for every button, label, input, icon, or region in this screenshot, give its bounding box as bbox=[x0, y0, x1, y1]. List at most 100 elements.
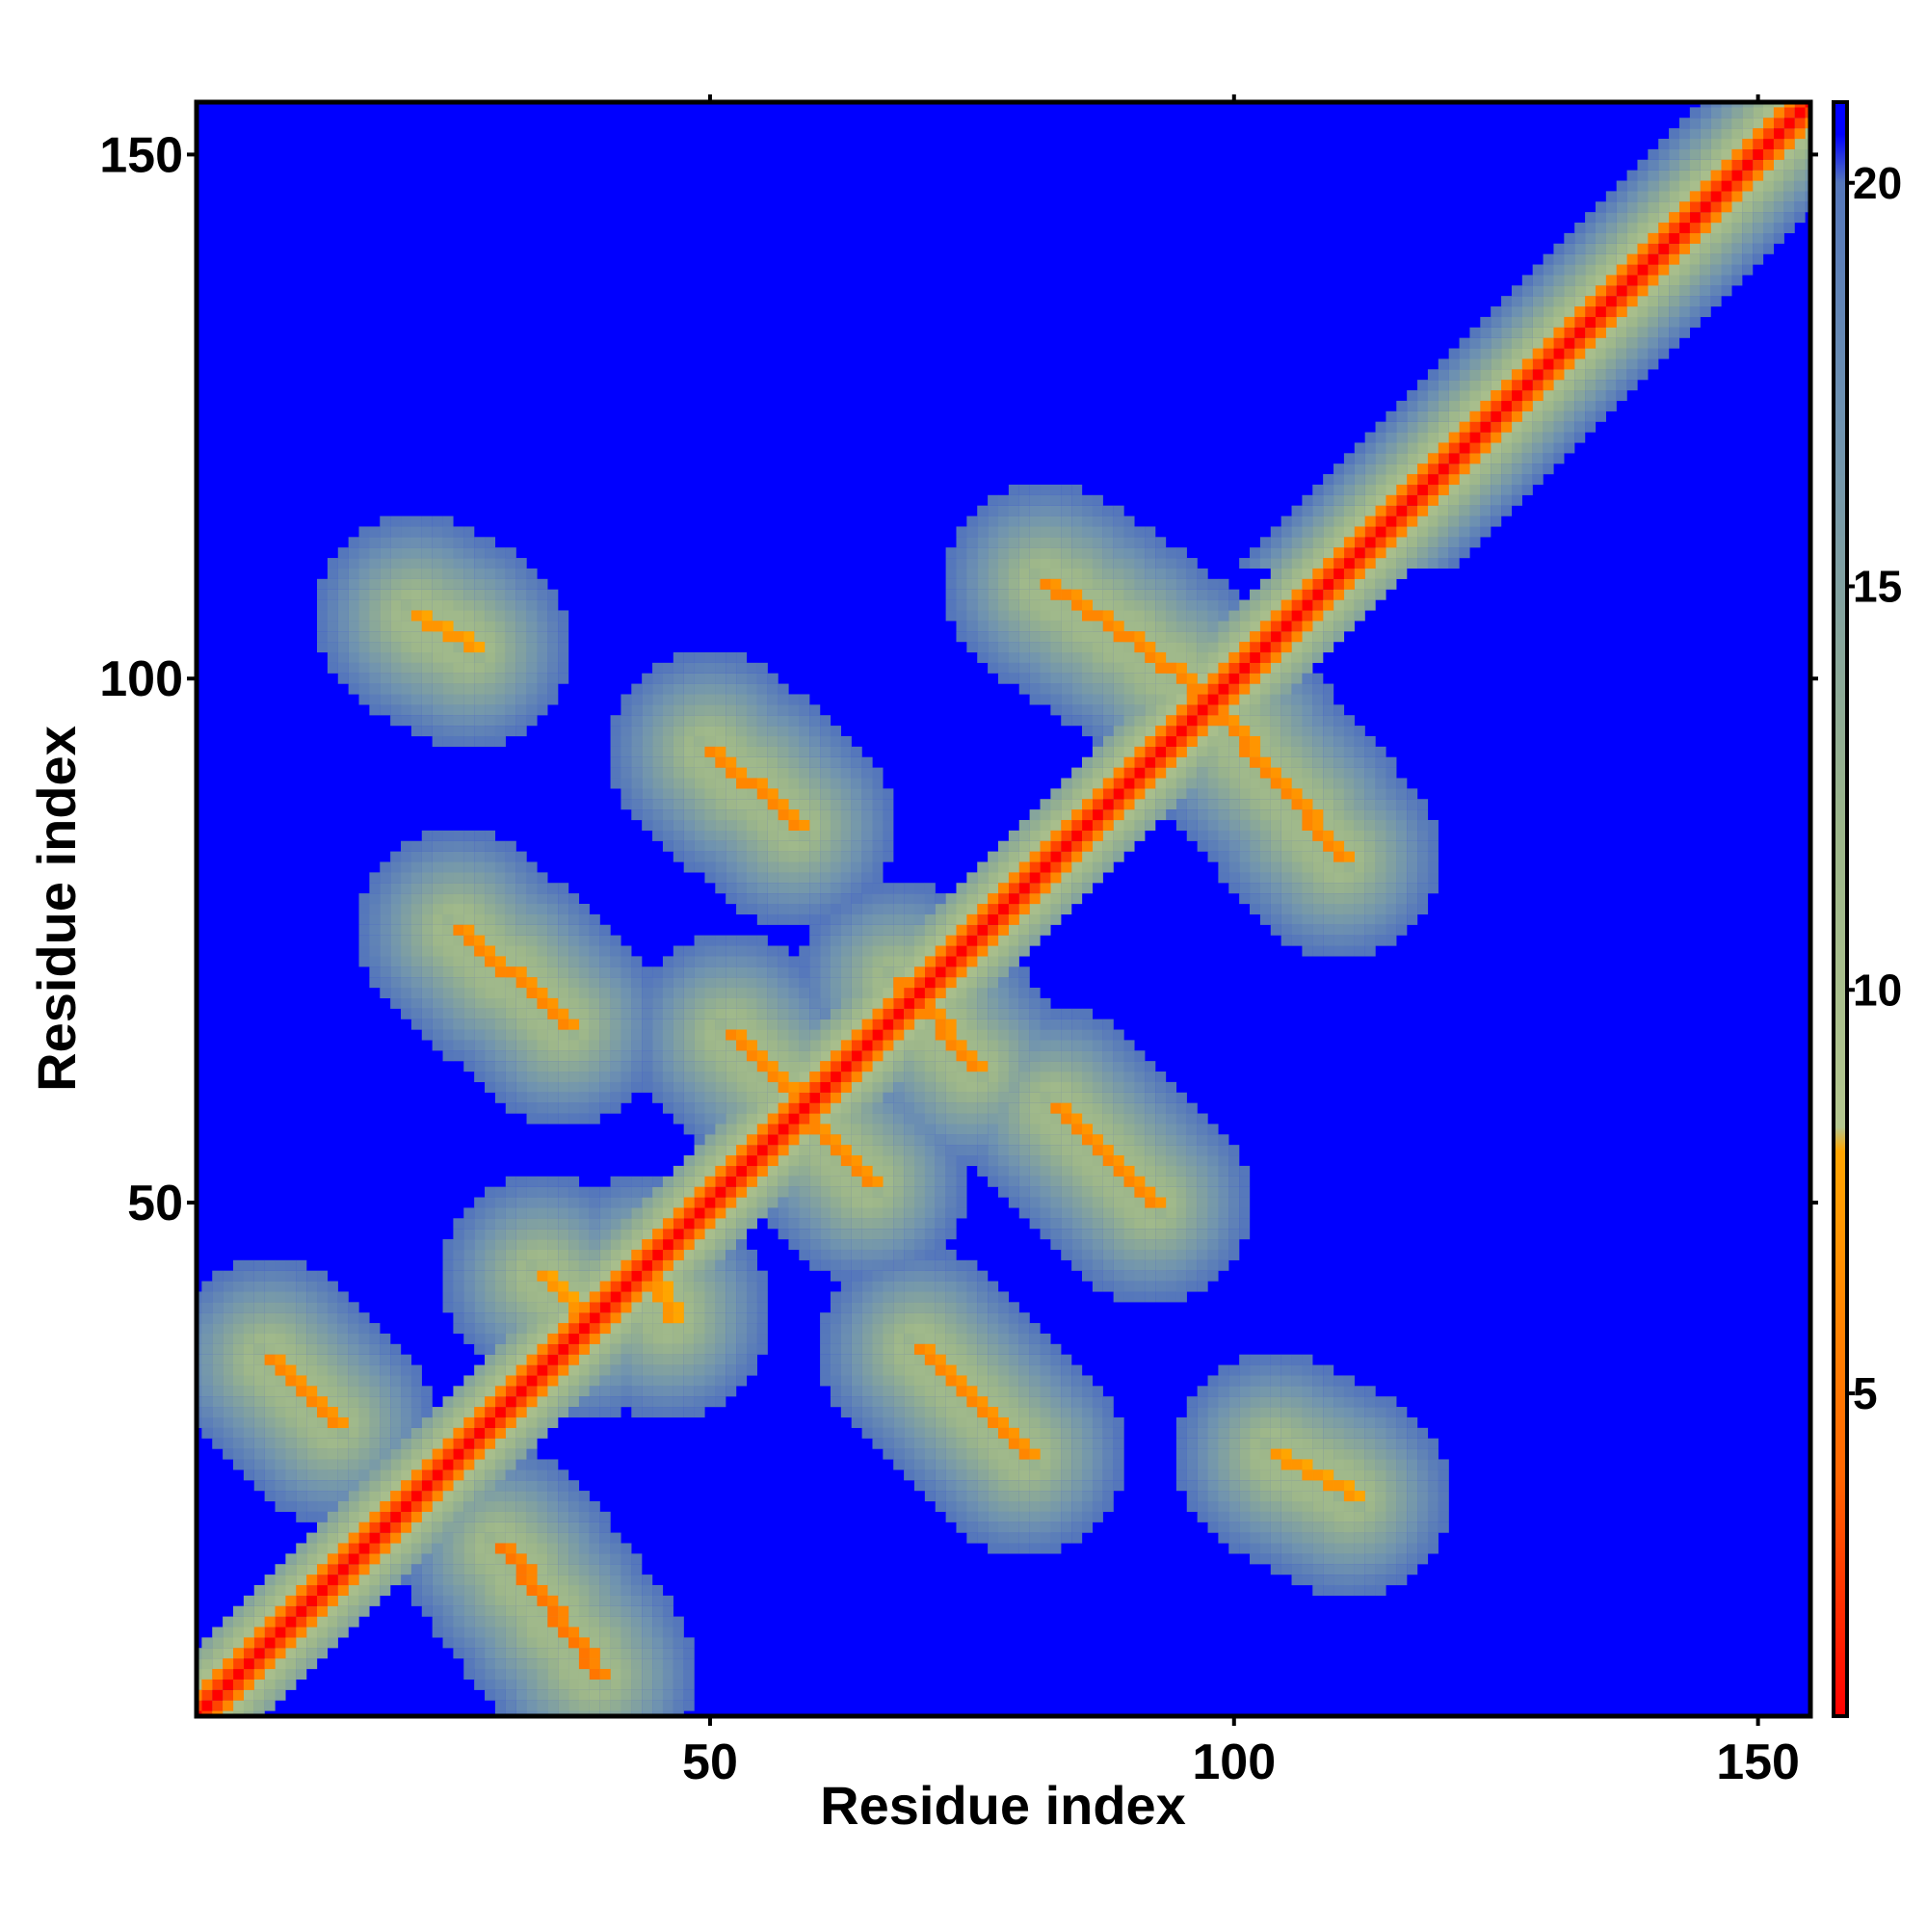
heatmap-halo-cell bbox=[977, 505, 989, 516]
heatmap-halo-cell bbox=[232, 1333, 245, 1344]
heatmap-halo-cell bbox=[578, 1564, 590, 1575]
heatmap-halo-cell bbox=[401, 1407, 412, 1418]
heatmap-halo-cell bbox=[1218, 778, 1229, 789]
heatmap-halo-cell bbox=[673, 1616, 684, 1628]
heatmap-halo-cell bbox=[1071, 1396, 1083, 1408]
heatmap-halo-cell bbox=[485, 1605, 496, 1617]
heatmap-halo-cell bbox=[1175, 1197, 1187, 1208]
heatmap-halo-cell bbox=[558, 977, 569, 989]
heatmap-halo-cell bbox=[642, 1008, 653, 1019]
heatmap-halo-cell bbox=[1040, 1092, 1051, 1103]
heatmap-halo-cell bbox=[861, 988, 873, 999]
heatmap-halo-cell bbox=[726, 715, 737, 727]
heatmap-halo-cell bbox=[799, 746, 810, 757]
heatmap-halo-cell bbox=[494, 872, 506, 884]
heatmap-halo-cell bbox=[1029, 1459, 1041, 1470]
heatmap-halo-cell bbox=[820, 809, 832, 821]
heatmap-halo-cell bbox=[1029, 1522, 1041, 1533]
heatmap-halo-cell bbox=[1386, 883, 1397, 894]
heatmap-halo-cell bbox=[715, 819, 726, 831]
heatmap-halo-cell bbox=[767, 778, 779, 789]
heatmap-halo-cell bbox=[662, 1637, 673, 1649]
heatmap-halo-cell bbox=[463, 903, 475, 915]
heatmap-halo-cell bbox=[1175, 1134, 1187, 1146]
heatmap-halo-cell bbox=[673, 1679, 684, 1690]
heatmap-halo-cell bbox=[547, 945, 559, 957]
heatmap-halo-cell bbox=[642, 819, 653, 831]
heatmap-halo-cell bbox=[956, 1312, 967, 1324]
heatmap-halo-cell bbox=[788, 883, 800, 894]
heatmap-halo-cell bbox=[485, 935, 496, 946]
heatmap-halo-cell bbox=[1071, 1134, 1083, 1146]
heatmap-halo-cell bbox=[977, 578, 989, 590]
heatmap-halo-cell bbox=[1155, 1081, 1167, 1093]
heatmap-halo-cell bbox=[715, 726, 726, 737]
heatmap-halo-cell bbox=[1050, 610, 1062, 622]
heatmap-halo-cell bbox=[1061, 558, 1072, 569]
heatmap-halo-cell bbox=[988, 568, 999, 579]
heatmap-halo-cell bbox=[1040, 1124, 1051, 1135]
heatmap-halo-cell bbox=[599, 935, 611, 946]
heatmap-halo-cell bbox=[275, 1438, 286, 1449]
heatmap-halo-cell bbox=[756, 673, 768, 684]
heatmap-halo-cell bbox=[369, 1448, 381, 1460]
heatmap-halo-cell bbox=[1134, 651, 1146, 663]
heatmap-halo-cell bbox=[1343, 819, 1355, 831]
heatmap-halo-cell bbox=[620, 956, 632, 967]
heatmap-halo-cell bbox=[1061, 1396, 1072, 1408]
heatmap-halo-cell bbox=[1123, 1050, 1135, 1062]
heatmap-halo-cell bbox=[924, 1229, 936, 1240]
heatmap-halo-cell bbox=[1029, 1081, 1041, 1093]
heatmap-halo-cell bbox=[1040, 1480, 1051, 1492]
heatmap-halo-cell bbox=[820, 799, 832, 810]
heatmap-halo-cell bbox=[861, 935, 873, 946]
heatmap-halo-cell bbox=[704, 872, 716, 884]
heatmap-halo-cell bbox=[1250, 830, 1261, 841]
heatmap-halo-cell bbox=[296, 1491, 307, 1502]
heatmap-halo-cell bbox=[442, 1564, 454, 1575]
heatmap-halo-cell bbox=[904, 1113, 915, 1125]
heatmap-halo-cell bbox=[358, 1312, 370, 1324]
heatmap-halo-cell bbox=[1155, 673, 1167, 684]
heatmap-halo-cell bbox=[861, 767, 873, 779]
heatmap-halo-cell bbox=[317, 1302, 329, 1313]
heatmap-halo-cell bbox=[432, 956, 443, 967]
heatmap-halo-cell bbox=[1061, 1092, 1072, 1103]
heatmap-halo-cell bbox=[1061, 1416, 1072, 1428]
heatmap-halo-cell bbox=[1018, 537, 1030, 548]
heatmap-halo-cell bbox=[1008, 1469, 1019, 1481]
heatmap-halo-cell bbox=[1166, 1249, 1177, 1260]
heatmap-halo-cell bbox=[526, 1029, 538, 1041]
heatmap-halo-cell bbox=[306, 1354, 318, 1365]
heatmap-halo-cell bbox=[652, 1710, 664, 1716]
heatmap-halo-cell bbox=[652, 756, 664, 768]
heatmap-halo-cell bbox=[1040, 1102, 1051, 1114]
heatmap-halo-cell bbox=[662, 1050, 673, 1062]
heatmap-halo-cell bbox=[1040, 1459, 1051, 1470]
heatmap-halo-cell bbox=[1364, 746, 1376, 757]
heatmap-halo-cell bbox=[1050, 1197, 1062, 1208]
heatmap-halo-cell bbox=[673, 735, 684, 747]
heatmap-halo-cell bbox=[348, 1333, 359, 1344]
heatmap-halo-cell bbox=[1029, 1543, 1041, 1554]
heatmap-halo-cell bbox=[820, 977, 832, 989]
heatmap-halo-cell bbox=[756, 893, 768, 905]
heatmap-halo-cell bbox=[861, 830, 873, 841]
heatmap-halo-cell bbox=[494, 935, 506, 946]
heatmap-halo-cell bbox=[924, 1270, 936, 1282]
heatmap-halo-cell bbox=[369, 1386, 381, 1397]
heatmap-halo-cell bbox=[988, 547, 999, 559]
heatmap-halo-cell bbox=[851, 1102, 862, 1114]
heatmap-halo-cell bbox=[736, 662, 748, 674]
heatmap-halo-cell bbox=[809, 1029, 821, 1041]
heatmap-halo-cell bbox=[610, 1710, 621, 1716]
heatmap-halo-cell bbox=[673, 767, 684, 779]
heatmap-halo-cell bbox=[578, 1616, 590, 1628]
heatmap-halo-cell bbox=[945, 1229, 957, 1240]
heatmap-halo-cell bbox=[421, 935, 433, 946]
heatmap-halo-cell bbox=[463, 1658, 475, 1670]
heatmap-halo-cell bbox=[494, 1500, 506, 1512]
heatmap-halo-cell bbox=[1050, 1543, 1062, 1554]
heatmap-halo-cell bbox=[872, 997, 884, 1009]
heatmap-halo-cell bbox=[904, 1229, 915, 1240]
